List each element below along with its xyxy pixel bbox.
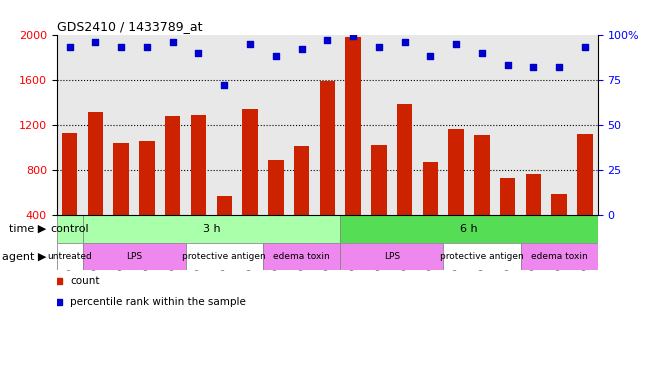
Text: percentile rank within the sample: percentile rank within the sample <box>70 297 246 307</box>
Text: count: count <box>70 276 100 286</box>
Bar <box>474 135 490 215</box>
Point <box>64 44 75 50</box>
Text: 3 h: 3 h <box>202 224 220 234</box>
Text: edema toxin: edema toxin <box>273 252 330 261</box>
Point <box>244 41 255 47</box>
Point <box>90 39 101 45</box>
Text: time ▶: time ▶ <box>9 224 46 234</box>
Text: protective antigen: protective antigen <box>440 252 524 261</box>
Text: agent ▶: agent ▶ <box>1 252 46 262</box>
Text: protective antigen: protective antigen <box>182 252 266 261</box>
Point <box>116 44 126 50</box>
Point <box>142 44 152 50</box>
Bar <box>62 133 77 215</box>
Point <box>322 37 333 43</box>
Bar <box>319 81 335 215</box>
Text: edema toxin: edema toxin <box>531 252 588 261</box>
Point <box>425 53 436 59</box>
Bar <box>268 160 283 215</box>
Bar <box>520 243 598 270</box>
Point <box>219 82 230 88</box>
Bar <box>263 243 340 270</box>
Point <box>476 50 487 56</box>
Point <box>348 33 359 40</box>
Bar <box>57 215 83 243</box>
Point <box>528 64 539 70</box>
Text: LPS: LPS <box>126 252 142 261</box>
Text: untreated: untreated <box>47 252 92 261</box>
Bar <box>191 115 206 215</box>
Bar <box>242 109 258 215</box>
Bar <box>83 243 186 270</box>
Bar <box>345 37 361 215</box>
Bar <box>83 215 340 243</box>
Bar <box>397 104 412 215</box>
Point <box>399 39 410 45</box>
Bar <box>57 243 83 270</box>
Bar <box>216 196 232 215</box>
Point <box>168 39 178 45</box>
Point <box>451 41 462 47</box>
Bar <box>88 113 103 215</box>
Bar <box>114 143 129 215</box>
Bar <box>340 243 444 270</box>
Bar <box>371 145 387 215</box>
Bar <box>577 134 593 215</box>
Point <box>271 53 281 59</box>
Bar <box>165 116 180 215</box>
Text: LPS: LPS <box>383 252 399 261</box>
Point <box>580 44 591 50</box>
Text: GDS2410 / 1433789_at: GDS2410 / 1433789_at <box>57 20 202 33</box>
Point <box>373 44 384 50</box>
Bar <box>294 146 309 215</box>
Text: control: control <box>50 224 89 234</box>
Text: 6 h: 6 h <box>460 224 478 234</box>
Point <box>193 50 204 56</box>
Bar <box>448 129 464 215</box>
Point <box>296 46 307 52</box>
Bar <box>500 178 516 215</box>
Bar <box>552 194 567 215</box>
Bar <box>423 162 438 215</box>
Bar <box>526 174 541 215</box>
Bar <box>139 141 155 215</box>
Bar <box>444 243 520 270</box>
Bar <box>340 215 598 243</box>
Point <box>554 64 564 70</box>
Bar <box>186 243 263 270</box>
Point <box>502 62 513 68</box>
